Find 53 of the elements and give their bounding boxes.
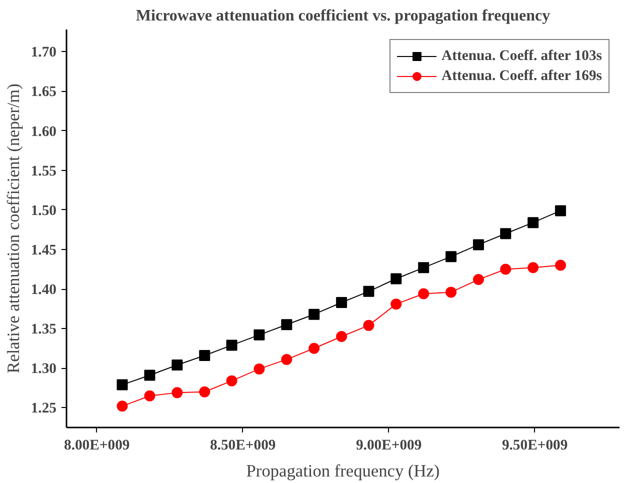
point (528, 217, 539, 228)
point (144, 370, 156, 381)
point (254, 363, 265, 374)
y-tick-label: 1.45 (30, 242, 57, 258)
point (472, 239, 484, 250)
point (116, 379, 128, 390)
point (500, 264, 512, 275)
y-tick-label: 1.65 (30, 84, 57, 100)
x-tick-label: 8.50E+009 (210, 438, 276, 454)
point (472, 274, 484, 286)
point (281, 354, 292, 365)
point (172, 359, 183, 370)
point (446, 251, 457, 262)
point (390, 273, 402, 284)
x-axis-title: Propagation frequency (Hz) (246, 462, 440, 480)
point (308, 308, 320, 320)
point (281, 319, 292, 330)
point (336, 331, 348, 342)
y-tick-label: 1.40 (30, 282, 57, 298)
legend-label: Attenua. Coeff. after 169s (441, 68, 602, 84)
y-tick-label: 1.25 (30, 400, 57, 417)
point (144, 390, 156, 402)
point (418, 288, 430, 300)
y-tick-label: 1.35 (30, 322, 57, 338)
point (116, 400, 128, 412)
point (363, 320, 374, 331)
point (555, 205, 566, 216)
point (390, 298, 402, 310)
point (555, 260, 566, 271)
point (363, 286, 374, 297)
x-tick-label: 8.00E+009 (64, 438, 130, 454)
point (199, 350, 210, 361)
y-axis-title: Relative attenuation coefficient (neper/m) (4, 83, 23, 374)
point (418, 262, 430, 274)
point (336, 296, 348, 308)
point (254, 329, 265, 340)
y-tick-label: 1.30 (30, 361, 57, 378)
legend-label: Attenua. Coeff. after 103s (441, 48, 602, 64)
y-tick-label: 1.50 (30, 202, 57, 219)
point (528, 262, 539, 274)
point (199, 386, 210, 398)
point (172, 387, 183, 398)
y-tick-label: 1.55 (30, 163, 57, 180)
point (500, 228, 512, 240)
x-tick-label: 9.00E+009 (356, 438, 422, 454)
chart-title: Microwave attenuation coefficient vs. propagation frequency (136, 8, 550, 24)
x-tick-label: 9.50E+009 (502, 438, 568, 454)
point (226, 375, 238, 386)
point (308, 342, 320, 354)
y-tick-label: 1.70 (30, 44, 57, 61)
point (226, 340, 238, 351)
y-tick-label: 1.60 (30, 124, 57, 140)
point (446, 286, 457, 298)
